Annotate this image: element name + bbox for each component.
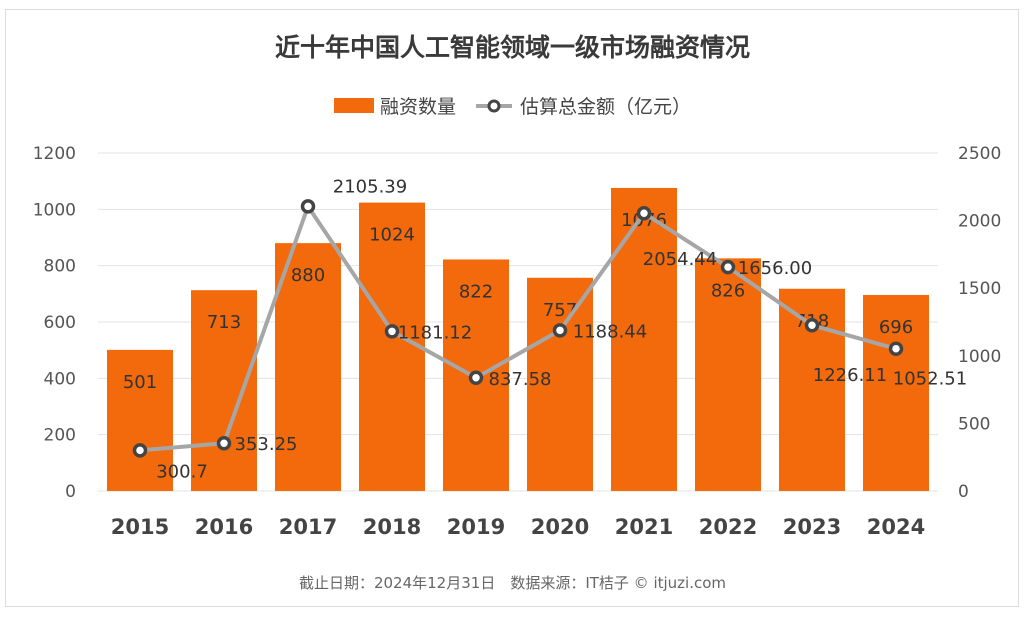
left-axis-tick: 200 xyxy=(44,426,76,446)
x-axis-tick: 2021 xyxy=(615,515,673,539)
bar-data-label: 713 xyxy=(207,312,241,333)
bar xyxy=(611,187,677,491)
right-axis-tick: 2500 xyxy=(958,144,1001,164)
x-axis-tick: 2019 xyxy=(447,515,505,539)
x-axis-tick: 2022 xyxy=(699,515,757,539)
legend-label: 融资数量 xyxy=(379,96,456,118)
line-point xyxy=(636,205,652,221)
x-axis-tick: 2018 xyxy=(363,515,421,539)
bar-data-label: 501 xyxy=(123,372,157,393)
line-data-label: 353.25 xyxy=(235,434,298,455)
right-axis-tick: 0 xyxy=(958,482,969,502)
legend-item-line: 估算总金额（亿元） xyxy=(474,92,691,119)
line-data-label: 1188.44 xyxy=(573,321,647,342)
bar-data-label: 1024 xyxy=(369,225,415,246)
line-point xyxy=(300,199,316,214)
right-axis-tick: 1500 xyxy=(958,279,1001,299)
legend: 融资数量 估算总金额（亿元） xyxy=(0,92,1025,119)
bar-data-label: 696 xyxy=(879,317,913,338)
left-axis-tick: 600 xyxy=(44,313,76,333)
right-axis-tick: 2000 xyxy=(958,212,1001,232)
line-data-label: 837.58 xyxy=(489,369,552,390)
x-axis-tick: 2016 xyxy=(195,515,253,539)
chart-title: 近十年中国人工智能领域一级市场融资情况 xyxy=(274,33,750,62)
bar xyxy=(107,349,173,491)
bar xyxy=(191,290,257,491)
line-point xyxy=(888,341,904,356)
bar xyxy=(695,258,761,491)
line-data-label: 300.7 xyxy=(156,461,208,482)
line-data-label: 1226.11 xyxy=(813,365,887,386)
legend-label: 估算总金额（亿元） xyxy=(520,96,692,118)
bar xyxy=(527,277,593,491)
right-axis-tick: 500 xyxy=(958,414,990,434)
legend-bar-swatch xyxy=(333,98,374,113)
bar xyxy=(275,243,341,491)
left-axis-tick: 800 xyxy=(44,257,76,277)
left-axis-tick: 1000 xyxy=(33,200,76,220)
bar xyxy=(863,294,929,491)
x-axis-tick: 2017 xyxy=(279,515,337,539)
left-axis-tick: 400 xyxy=(44,369,76,389)
line-point xyxy=(384,324,400,339)
x-axis-tick: 2024 xyxy=(867,515,925,539)
line-point xyxy=(552,323,568,338)
left-axis-tick: 1200 xyxy=(33,144,76,164)
line-data-label: 1052.51 xyxy=(893,369,967,390)
x-axis-tick: 2020 xyxy=(531,515,589,539)
chart-frame xyxy=(5,9,1019,607)
x-axis-tick: 2015 xyxy=(111,515,169,539)
footer-source: 截止日期：2024年12月31日 数据来源：IT桔子 © itjuzi.com xyxy=(298,574,727,592)
bar-data-label: 822 xyxy=(459,281,493,302)
right-axis-tick: 1000 xyxy=(958,347,1001,367)
line-point xyxy=(720,259,736,275)
line-data-label: 2105.39 xyxy=(333,176,407,197)
bar-data-label: 880 xyxy=(291,265,325,286)
line-series xyxy=(139,201,897,453)
line-point xyxy=(804,317,820,333)
bar-data-label: 826 xyxy=(711,280,745,301)
x-axis-tick: 2023 xyxy=(783,515,841,539)
left-axis-tick: 0 xyxy=(65,482,76,502)
line-point xyxy=(468,370,484,386)
line-data-label: 1181.12 xyxy=(398,322,472,343)
legend-line-swatch xyxy=(476,99,512,112)
line-data-label: 1656.00 xyxy=(738,258,812,279)
line-point xyxy=(132,443,148,458)
line-point xyxy=(216,435,232,451)
legend-item-bar: 融资数量 xyxy=(333,92,456,119)
line-data-label: 2054.44 xyxy=(643,249,717,270)
bar xyxy=(359,202,425,491)
